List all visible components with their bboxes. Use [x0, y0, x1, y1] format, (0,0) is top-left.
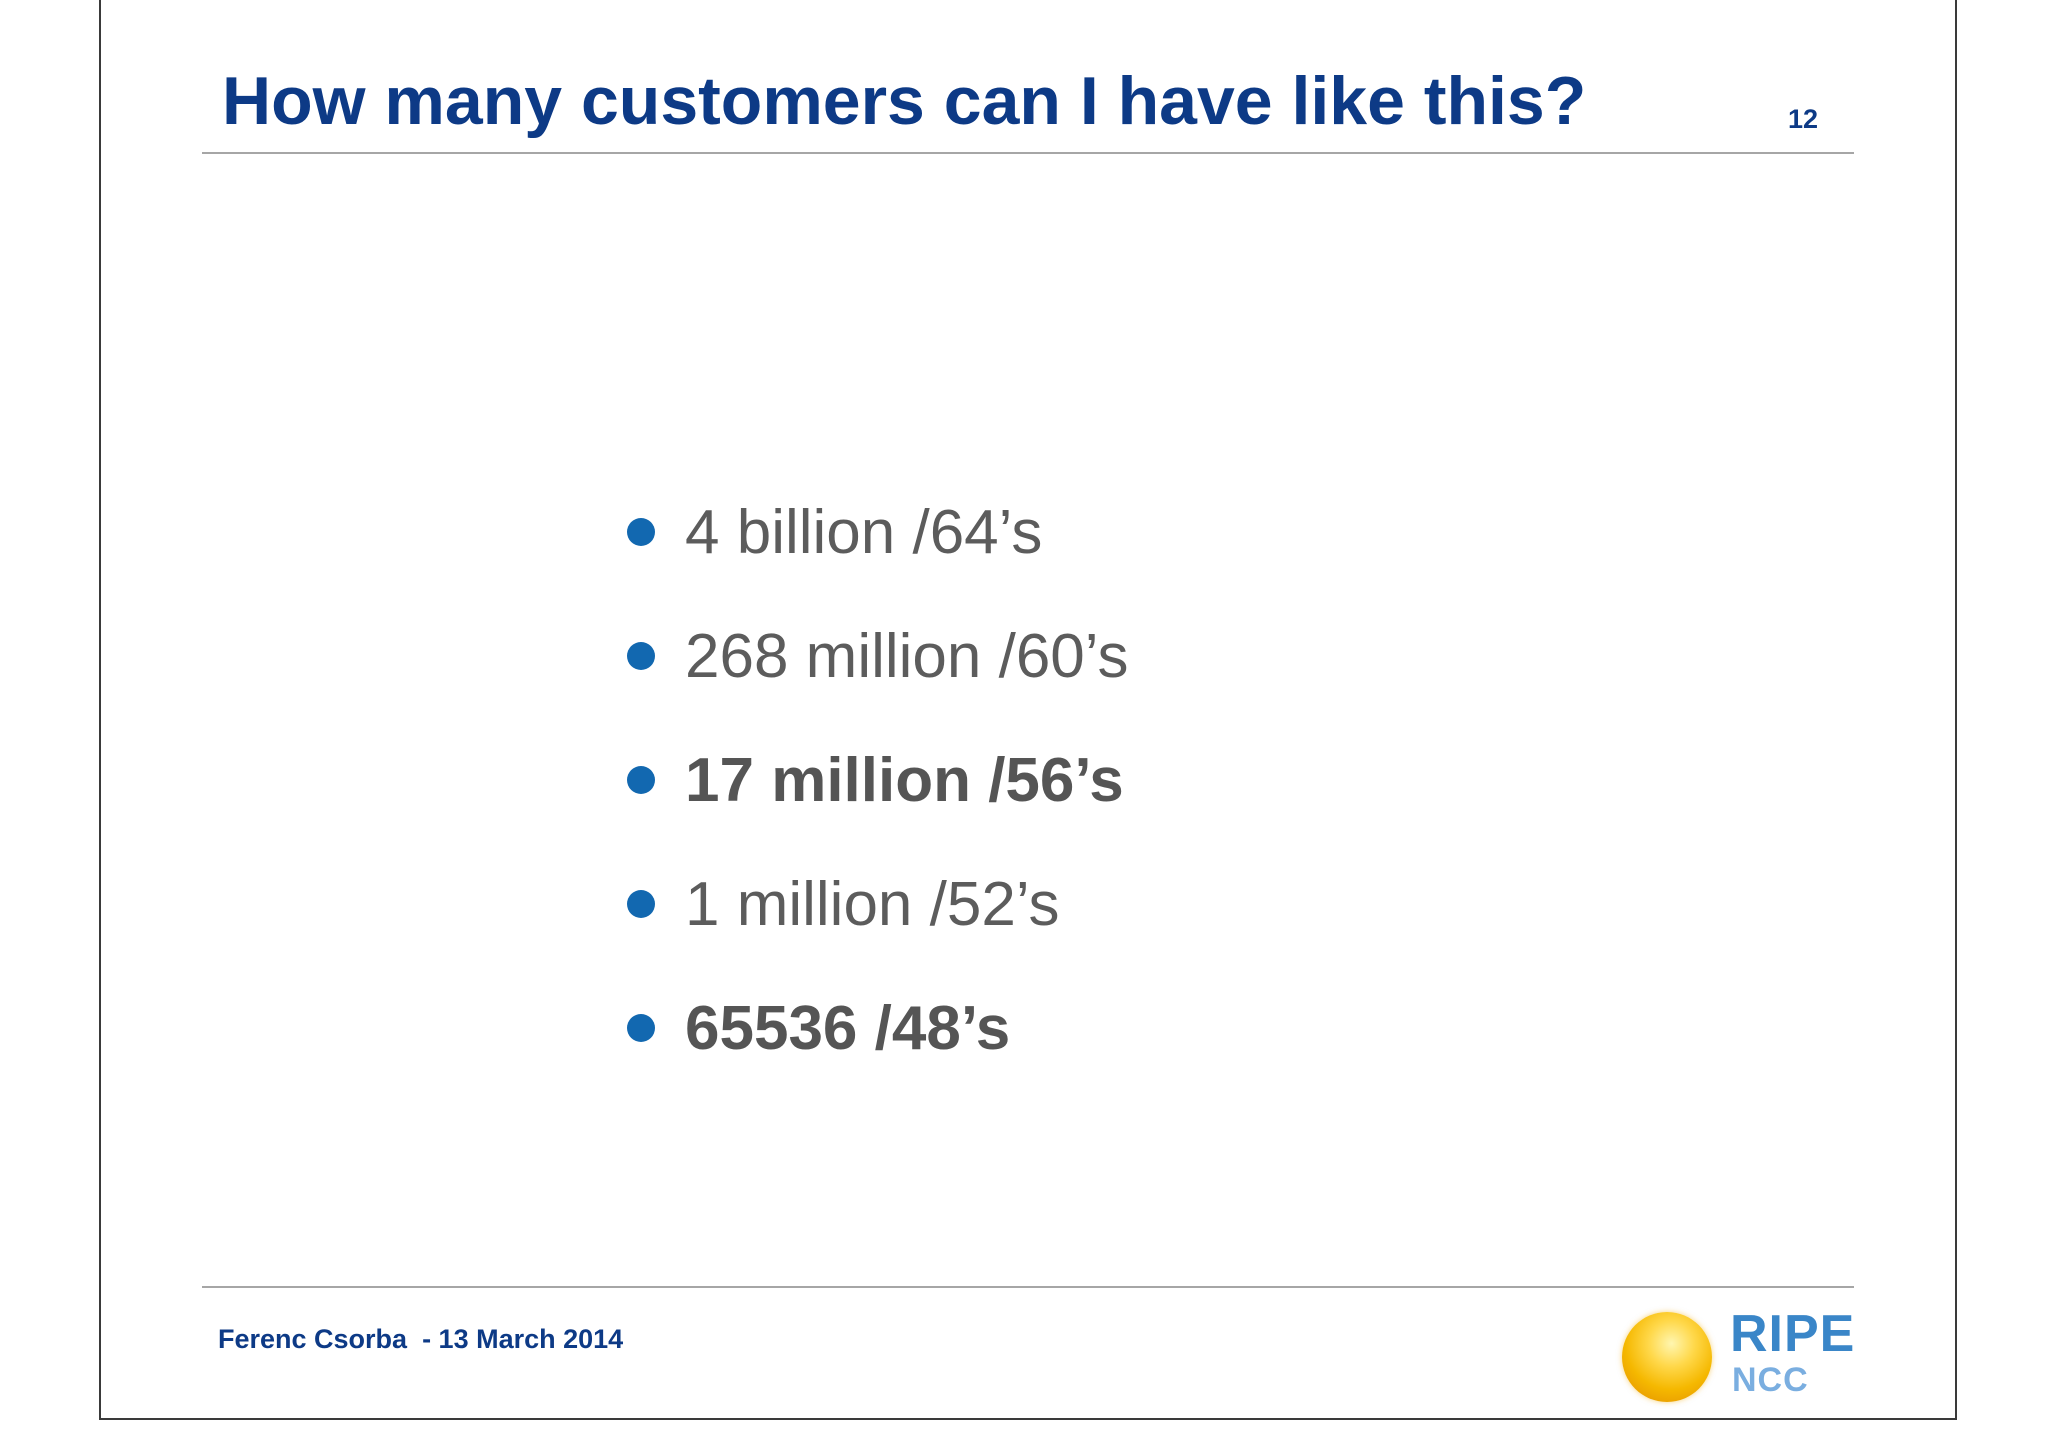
logo-text-ncc: NCC: [1732, 1361, 1809, 1399]
bullet-item: 1 million /52’s: [627, 842, 1128, 966]
bullet-item: 17 million /56’s: [627, 718, 1128, 842]
ripe-ncc-logo: RIPE NCC: [1622, 1305, 1856, 1408]
bullet-text: 65536 /48’s: [685, 993, 1011, 1063]
bullet-item: 4 billion /64’s: [627, 470, 1128, 594]
slide-title: How many customers can I have like this?: [222, 63, 1587, 139]
bullet-text: 268 million /60’s: [685, 621, 1129, 691]
bullet-text: 4 billion /64’s: [685, 497, 1043, 567]
page-number: 12: [1788, 104, 1819, 134]
bullet-dot-icon: [627, 1014, 655, 1042]
bullet-text: 17 million /56’s: [685, 745, 1124, 815]
bullet-dot-icon: [627, 518, 655, 546]
slide-frame: [99, 0, 1957, 1420]
bullet-dot-icon: [627, 890, 655, 918]
footer-divider: [202, 1286, 1854, 1288]
bullet-item: 65536 /48’s: [627, 966, 1128, 1090]
bullet-list: 4 billion /64’s 268 million /60’s 17 mil…: [627, 470, 1128, 1090]
bullet-dot-icon: [627, 766, 655, 794]
bullet-item: 268 million /60’s: [627, 594, 1128, 718]
header-divider: [202, 152, 1854, 154]
bullet-dot-icon: [627, 642, 655, 670]
logo-text-ripe: RIPE: [1730, 1305, 1856, 1363]
ripe-ncc-sphere-icon: [1622, 1312, 1712, 1402]
bullet-text: 1 million /52’s: [685, 869, 1060, 939]
footer-author-date: Ferenc Csorba - 13 March 2014: [218, 1324, 624, 1354]
